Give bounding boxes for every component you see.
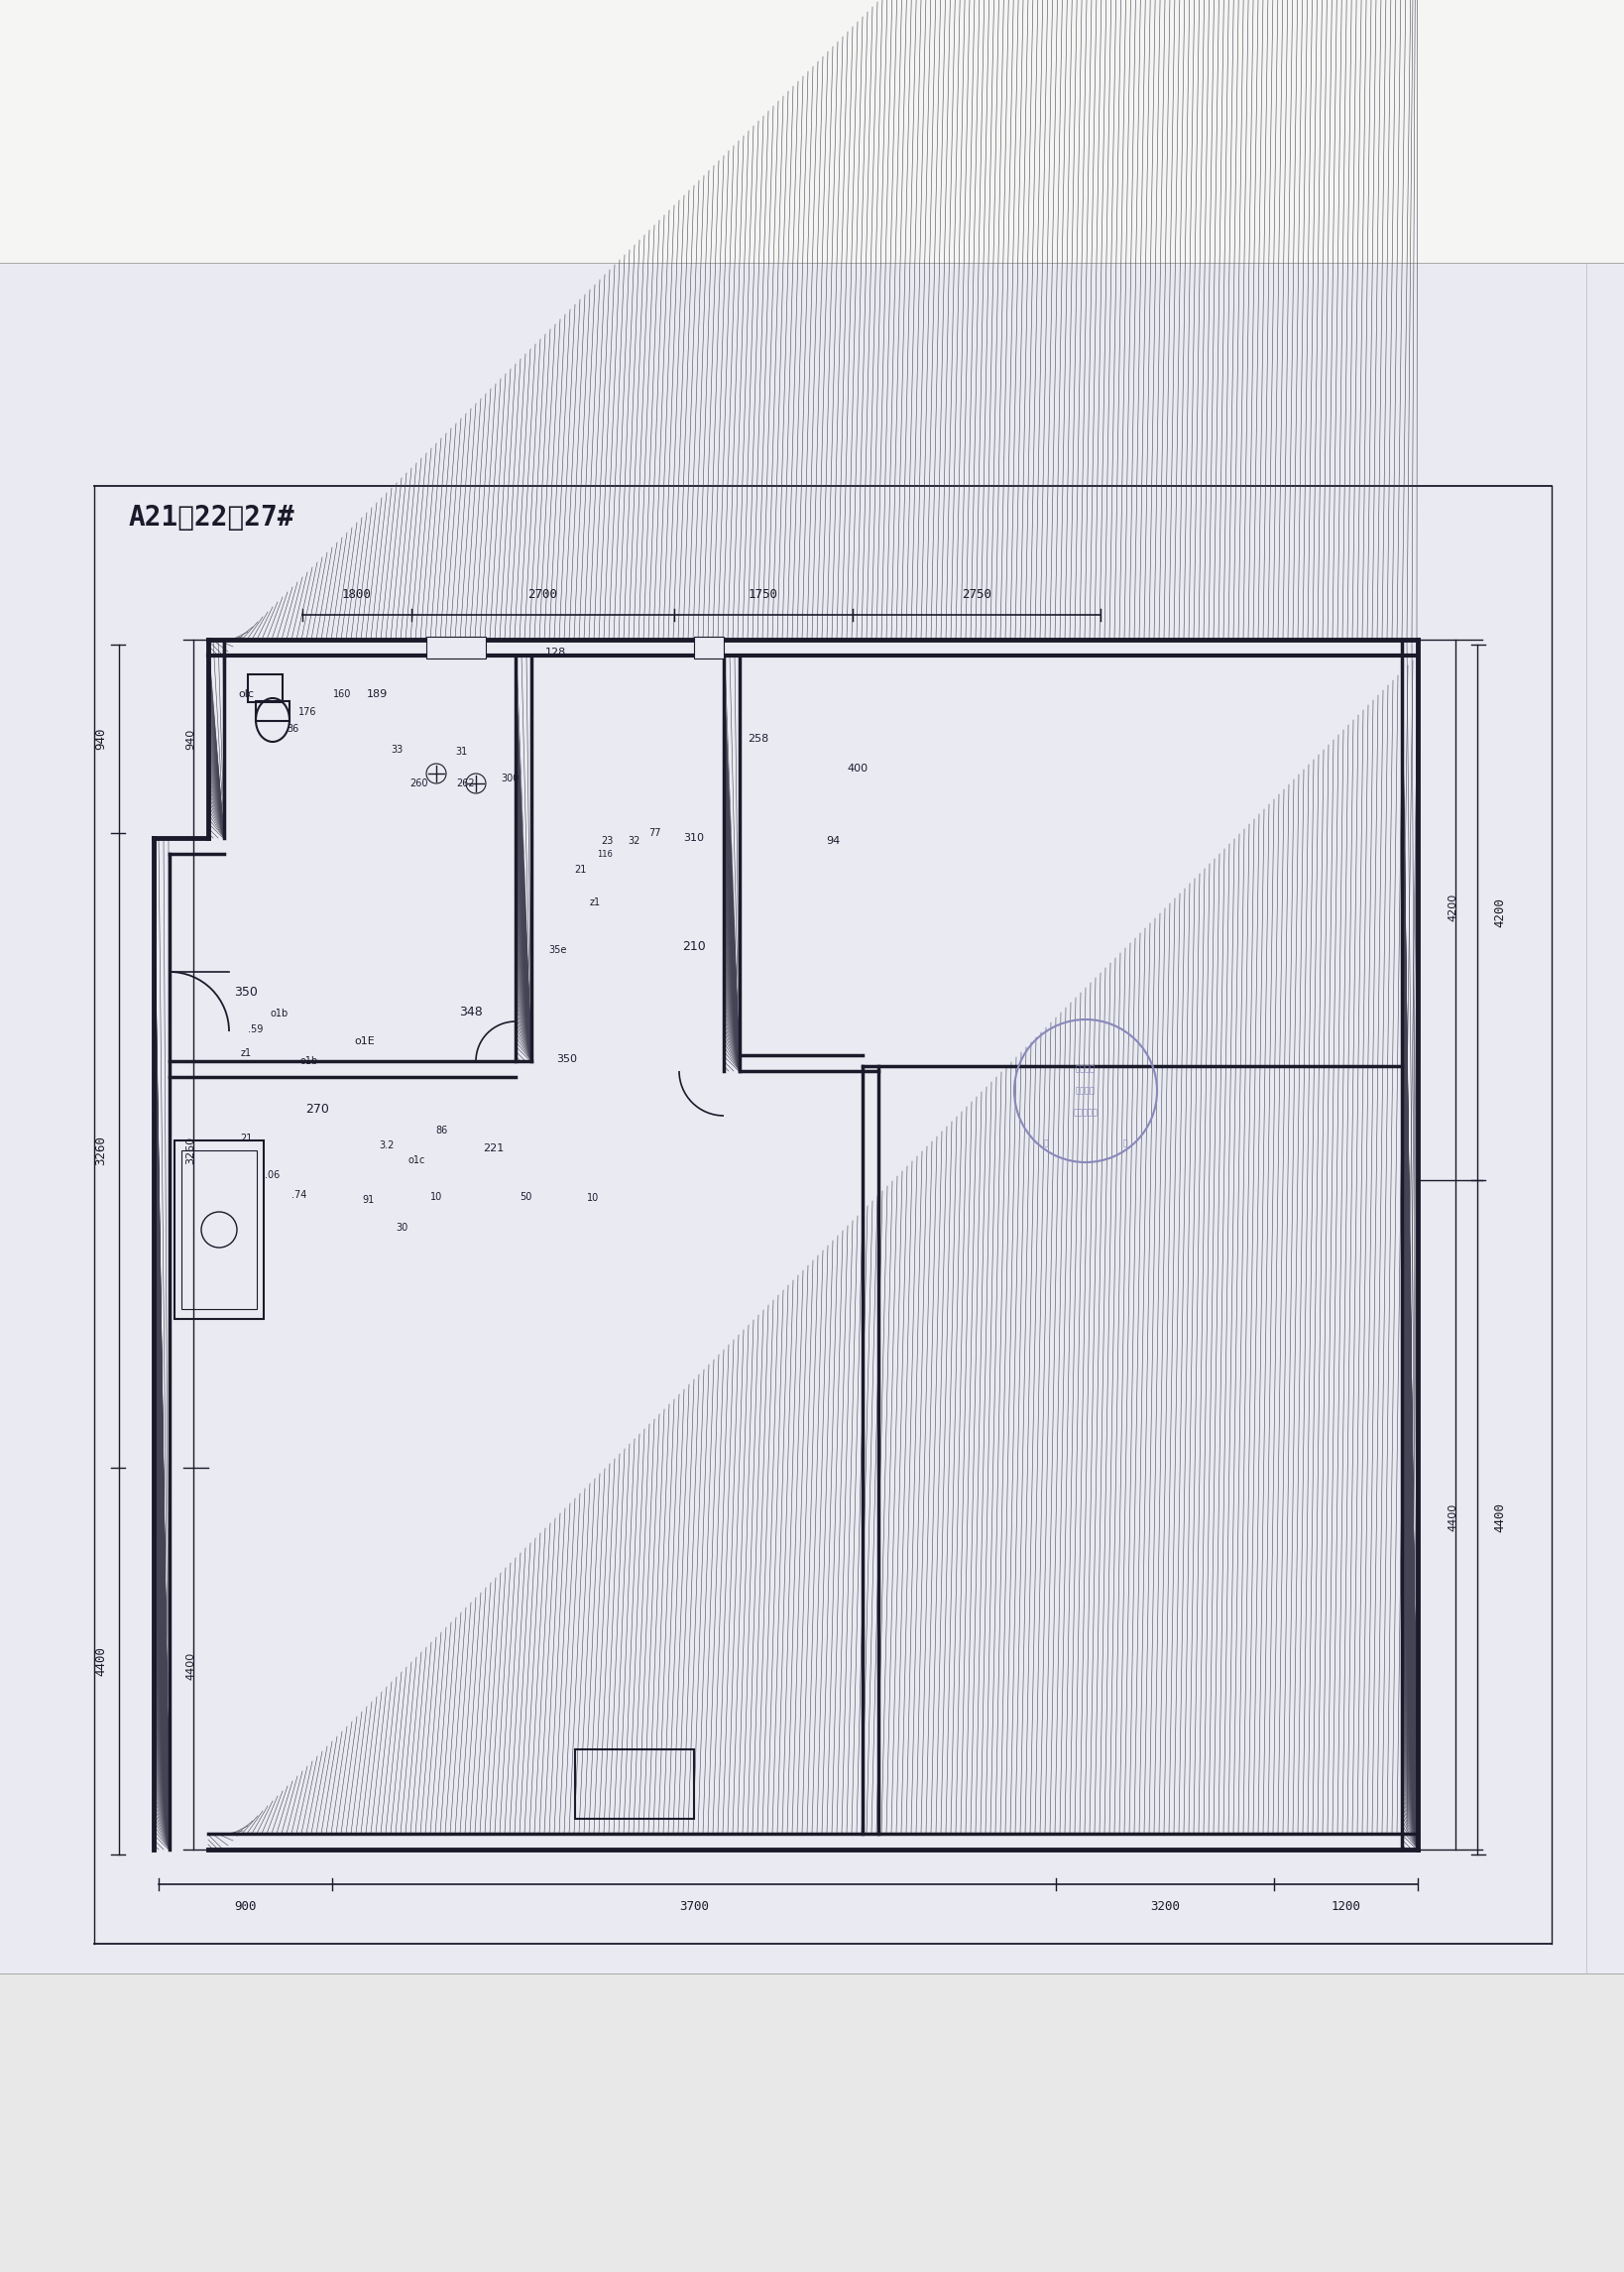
Text: 350: 350 [234, 986, 258, 997]
Text: z1: z1 [240, 1047, 252, 1059]
Text: 10: 10 [586, 1193, 599, 1202]
Text: A21、22、27#: A21、22、27# [128, 504, 296, 532]
Text: o1b: o1b [271, 1009, 289, 1018]
Text: 4400: 4400 [185, 1652, 195, 1679]
Text: 监理机构: 监理机构 [1075, 1066, 1096, 1075]
Text: 221: 221 [484, 1143, 505, 1154]
Text: 160: 160 [333, 688, 351, 700]
Text: 专业监理: 专业监理 [1075, 1086, 1096, 1095]
Text: 348: 348 [460, 1004, 482, 1018]
Bar [0, 264, 1624, 1974]
Text: 270: 270 [305, 1102, 330, 1116]
Text: .59: .59 [248, 1025, 263, 1034]
Text: 176: 176 [299, 707, 317, 718]
Text: 940: 940 [185, 729, 195, 750]
Text: 4400: 4400 [94, 1647, 107, 1677]
Bar [575, 1749, 693, 1820]
Bar [427, 636, 486, 659]
Text: 77: 77 [648, 827, 661, 838]
Text: 1750: 1750 [749, 588, 778, 602]
Text: 21: 21 [240, 1134, 252, 1143]
Text: 36: 36 [286, 725, 299, 734]
Text: 210: 210 [682, 941, 706, 954]
Text: 工程师专用: 工程师专用 [1073, 1109, 1098, 1118]
Text: 4400: 4400 [1492, 1502, 1505, 1531]
Bar [257, 702, 289, 720]
Text: 300: 300 [502, 772, 520, 784]
Text: z1: z1 [590, 897, 601, 907]
Text: 10: 10 [430, 1193, 442, 1202]
Text: 900: 900 [234, 1899, 257, 1913]
Text: 91: 91 [362, 1195, 375, 1204]
Text: 3.2: 3.2 [378, 1141, 395, 1150]
Bar [0, 0, 1624, 264]
Text: 128: 128 [544, 648, 565, 657]
Text: 23: 23 [601, 836, 612, 845]
Text: 50: 50 [520, 1193, 531, 1202]
Text: 3200: 3200 [1150, 1899, 1179, 1913]
Text: 4400: 4400 [1447, 1504, 1457, 1531]
Text: 章: 章 [1124, 1138, 1127, 1147]
Text: 1200: 1200 [1332, 1899, 1361, 1913]
Bar [174, 1141, 263, 1320]
Text: 1800: 1800 [343, 588, 372, 602]
Text: 94: 94 [825, 836, 840, 845]
Text: o1c: o1c [408, 1156, 425, 1166]
Text: 3260: 3260 [94, 1136, 107, 1166]
Bar [248, 675, 283, 702]
Text: 262: 262 [456, 779, 476, 788]
Text: 400: 400 [848, 763, 869, 772]
Text: 258: 258 [749, 734, 770, 743]
Text: 公: 公 [1044, 1138, 1047, 1147]
Bar [0, 1974, 1624, 2272]
Text: 2750: 2750 [961, 588, 992, 602]
Text: 4200: 4200 [1492, 897, 1505, 927]
Text: 35e: 35e [547, 945, 567, 954]
Text: 940: 940 [94, 727, 107, 750]
Text: 350: 350 [557, 1054, 578, 1063]
Text: o1b: o1b [300, 1056, 318, 1066]
Text: 3260: 3260 [185, 1136, 195, 1163]
Text: 32: 32 [628, 836, 640, 845]
Text: 33: 33 [390, 745, 403, 754]
Text: 116: 116 [598, 850, 612, 859]
Text: 2700: 2700 [528, 588, 557, 602]
Text: 189: 189 [367, 688, 387, 700]
Text: .06: .06 [265, 1170, 281, 1179]
Text: 86: 86 [435, 1125, 447, 1136]
Text: .74: .74 [292, 1191, 307, 1200]
Text: 260: 260 [409, 779, 427, 788]
Bar [182, 1150, 257, 1309]
Text: 21: 21 [573, 866, 586, 875]
Text: olc: olc [239, 688, 253, 700]
Bar [693, 636, 724, 659]
Text: 4200: 4200 [1447, 893, 1457, 922]
Text: 3700: 3700 [679, 1899, 710, 1913]
Text: 30: 30 [396, 1222, 408, 1234]
Text: o1E: o1E [354, 1036, 375, 1045]
Text: 310: 310 [684, 834, 705, 843]
Text: 31: 31 [455, 747, 468, 757]
